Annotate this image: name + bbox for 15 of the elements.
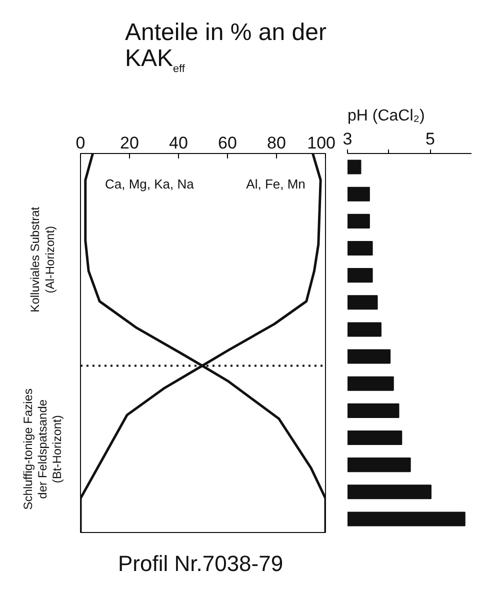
- chart-title: Anteile in % an der KAK$_{eff}$: [125, 19, 326, 76]
- chart-title: pH (CaCl₂): [348, 108, 425, 124]
- x-tick-label: 80: [267, 134, 286, 152]
- series-label: Al, Fe, Mn: [246, 176, 306, 192]
- x-tick-label: 60: [218, 134, 237, 152]
- text: Kolluviales Substrat (Al-Horizont): [28, 206, 57, 312]
- series-label: Ca, Mg, Ka, Na: [105, 176, 195, 192]
- x-tick-label: 5: [425, 130, 435, 148]
- x-tick-label: 0: [76, 134, 86, 152]
- text: Schluffig-tonige Fazies der Feldspatsande (Bt-Horizont): [20, 388, 64, 510]
- x-tick-label: 3: [342, 130, 352, 148]
- text: Profil Nr.7038-79: [118, 550, 284, 578]
- x-tick-label: 100: [307, 134, 336, 152]
- x-tick-label: 20: [120, 134, 139, 152]
- x-tick-label: 40: [169, 134, 188, 152]
